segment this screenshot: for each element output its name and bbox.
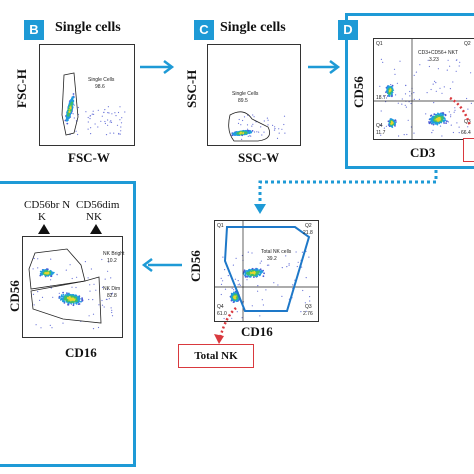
total-nk-q1: Q1	[217, 223, 224, 229]
subsets-dim-gate	[30, 276, 102, 324]
panel-c-gate-value: 89.5	[238, 98, 248, 104]
panel-d-frame	[345, 13, 474, 169]
panel-c-events	[231, 129, 254, 137]
panel-c-gate	[228, 111, 271, 142]
arrow-b-to-c	[140, 60, 175, 74]
panel-d-q3: Q3	[464, 119, 471, 125]
total-nk-scatter	[215, 221, 318, 321]
panel-d-q4: Q4	[376, 123, 383, 129]
panel-b-plot: Single Cells 98.6	[39, 44, 135, 146]
total-nk-q3-value: 2.76	[303, 311, 313, 317]
subsets-dim-label: NK Dim	[103, 286, 121, 292]
panel-c-title: Single cells	[220, 20, 286, 35]
subsets-bright-title-2: K	[38, 211, 46, 223]
panel-c-xlabel: SSC-W	[238, 150, 280, 165]
panel-c-gate-label: Single Cells	[232, 91, 259, 97]
subsets-dim-value: 82.8	[107, 293, 117, 299]
total-nk-q2: Q2	[305, 223, 312, 229]
arrow-c-to-d	[308, 60, 341, 74]
panel-b-gate	[61, 72, 79, 136]
panel-d-xlabel: CD3	[410, 145, 436, 160]
panel-d-red-tag	[463, 138, 474, 162]
total-nk-gate	[223, 226, 311, 312]
total-nk-gate-value: 39.2	[267, 256, 277, 262]
panel-b-events	[64, 93, 75, 125]
panel-d-red-arrow	[449, 96, 472, 127]
panel-b-gate-label: Single Cells	[88, 77, 115, 83]
subsets-ylabel: CD56	[7, 280, 22, 312]
panel-c-plot: Single Cells 89.5	[207, 44, 301, 146]
panel-d-q3-value: 66.4	[461, 130, 471, 136]
subsets-xlabel: CD16	[65, 345, 97, 360]
panel-d-q1: Q1	[376, 41, 383, 47]
total-nk-red-arrow	[214, 307, 237, 344]
panel-b-badge: B	[24, 20, 44, 40]
total-nk-q3: Q3	[305, 304, 312, 310]
panel-d-dn-events	[387, 118, 397, 128]
subsets-bright-pointer-head	[38, 224, 50, 234]
subsets-frame	[0, 181, 136, 467]
total-nk-nk-events	[242, 267, 265, 278]
total-nk-tag: Total NK	[178, 344, 254, 368]
panel-d-q2: Q2	[464, 41, 471, 47]
subsets-dim-title-1: CD56dim	[76, 199, 120, 211]
subsets-bright-value: 10.2	[107, 258, 117, 264]
total-nk-q2-value: 21.8	[303, 230, 313, 236]
subsets-dim-pointer-head	[90, 224, 102, 234]
total-nk-q4-value: 61.0	[217, 311, 227, 317]
subsets-bright-gate	[28, 248, 86, 290]
subsets-bright-title-1: CD56br N	[24, 199, 70, 211]
subsets-scatter	[28, 248, 114, 330]
panel-d-q4-value: 11.7	[376, 130, 386, 136]
panel-d-cd3-events	[428, 112, 448, 126]
connector-d-to-total-nk	[254, 170, 438, 214]
total-nk-gate-label: Total NK cells	[261, 249, 292, 255]
panel-d-nkt-label: CD3+CD56+ NKT	[418, 50, 459, 56]
panel-d-nkt-value: 3.23	[429, 57, 439, 63]
panel-c-badge: C	[194, 20, 214, 40]
subsets-bright-label: NK Bright	[103, 251, 125, 257]
panel-c-scatter	[228, 111, 286, 142]
total-nk-neg-events	[229, 290, 240, 303]
total-nk-plot: Q1 Total NK cells 39.2 Q2 21.8 Q3 2.76 Q…	[214, 220, 319, 322]
panel-d-plot: Q1 18.7 CD3+CD56+ NKT 3.23 Q2 Q3 66.4 Q4…	[373, 38, 474, 140]
panel-b-title: Single cells	[55, 20, 121, 35]
panel-b-scatter	[61, 72, 126, 136]
panel-d-q1-value: 18.7	[376, 95, 386, 101]
panel-d-cd56-events	[385, 84, 395, 98]
subsets-dim-title-2: NK	[86, 211, 102, 223]
subsets-dim-events	[58, 291, 84, 307]
panel-b-sparse-events	[69, 104, 126, 136]
subsets-bright-events	[39, 268, 55, 278]
panel-b-xlabel: FSC-W	[68, 150, 110, 165]
subsets-plot: NK Bright 10.2 NK Dim 82.8	[22, 236, 125, 338]
total-nk-q4: Q4	[217, 304, 224, 310]
panel-d-badge: D	[338, 20, 358, 40]
total-nk-xlabel: CD16	[241, 324, 273, 339]
panel-b-gate-value: 98.6	[95, 84, 105, 90]
arrow-total-nk-to-subsets	[141, 258, 182, 272]
panel-d-scatter	[374, 39, 474, 139]
